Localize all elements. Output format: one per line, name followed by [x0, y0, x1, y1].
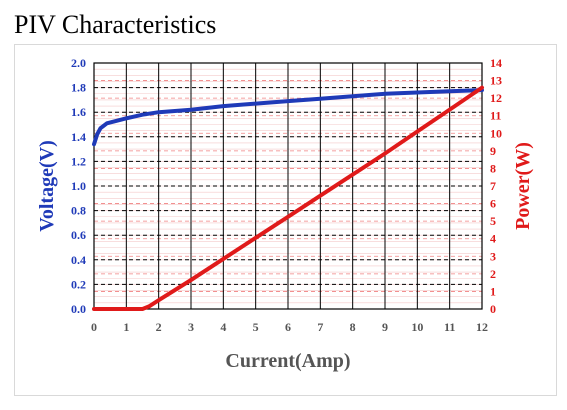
plot-border [93, 62, 483, 310]
right-tick-label: 8 [490, 161, 496, 175]
left-tick-label: 0.8 [71, 204, 86, 218]
x-tick-label: 1 [123, 320, 129, 334]
x-tick-label: 0 [91, 320, 97, 334]
right-tick-label: 9 [490, 144, 496, 158]
x-tick-label: 9 [382, 320, 388, 334]
left-tick-label: 0.6 [71, 228, 86, 242]
page-title: PIV Characteristics [14, 10, 217, 39]
x-tick-label: 5 [253, 320, 259, 334]
right-tick-label: 10 [490, 126, 502, 140]
piv-chart: 0 1 2 3 4 5 6 7 8 9 10 11 120.00.20.40.60.81.01.21.4… [36, 56, 534, 372]
left-tick-label: 0.0 [71, 302, 86, 316]
right-tick-label: 4 [490, 232, 496, 246]
right-tick-label: 1 [490, 284, 496, 298]
x-axis-title: Current(Amp) [225, 350, 350, 372]
x-tick-label: 6 [285, 320, 291, 334]
right-tick-label: 6 [490, 197, 496, 211]
left-tick-label: 1.4 [71, 130, 86, 144]
x-tick-label: 3 [188, 320, 194, 334]
right-tick-label: 5 [490, 214, 496, 228]
x-tick-label: 12 [476, 320, 488, 334]
right-tick-label: 0 [490, 302, 496, 316]
left-tick-label: 1.0 [71, 179, 86, 193]
right-tick-label: 12 [490, 91, 502, 105]
right-axis-title: Power(W) [512, 142, 534, 230]
right-tick-label: 7 [490, 179, 496, 193]
power-series-line [92, 85, 484, 311]
x-tick-label: 10 [411, 320, 423, 334]
left-tick-label: 2.0 [71, 56, 86, 70]
ticks-layer: 0 1 2 3 4 5 6 7 8 9 10 11 120.00.20.40.60.81.01.21.4… [71, 56, 502, 334]
right-tick-label: 13 [490, 74, 502, 88]
left-axis-title: Voltage(V) [36, 140, 58, 231]
left-tick-label: 1.8 [71, 81, 86, 95]
left-tick-label: 0.2 [71, 277, 86, 291]
right-tick-label: 14 [490, 56, 502, 70]
x-tick-label: 7 [317, 320, 323, 334]
left-tick-label: 0.4 [71, 253, 86, 267]
x-tick-label: 11 [444, 320, 455, 334]
x-tick-label: 8 [350, 320, 356, 334]
x-tick-label: 2 [156, 320, 162, 334]
right-tick-label: 11 [490, 109, 501, 123]
grid-layer [93, 62, 483, 310]
left-tick-label: 1.2 [71, 154, 86, 168]
series-layer [92, 85, 484, 311]
right-tick-label: 2 [490, 267, 496, 281]
x-tick-label: 4 [220, 320, 226, 334]
right-tick-label: 3 [490, 249, 496, 263]
voltage-series-line [92, 88, 484, 147]
chart-frame: 0 1 2 3 4 5 6 7 8 9 10 11 12 0.0 0.2 0.4 0.6 0.8 1.0 1.2 1.4… [14, 44, 557, 396]
left-tick-label: 1.6 [71, 105, 86, 119]
